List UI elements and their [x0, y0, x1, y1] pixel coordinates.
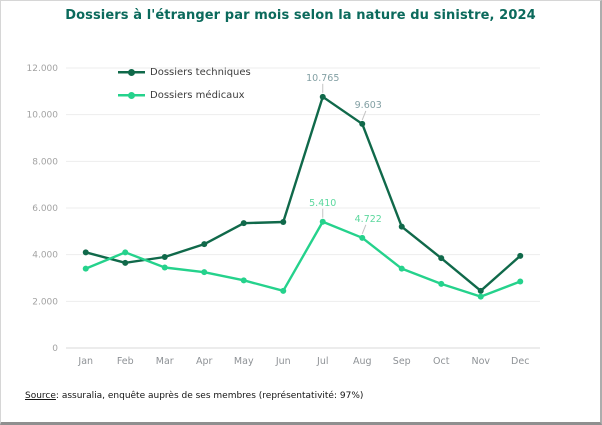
legend-label: Dossiers médicaux	[150, 90, 245, 101]
data-point[interactable]	[201, 269, 208, 276]
data-point[interactable]	[319, 93, 326, 100]
source-note: Source: assuralia, enquête auprès de ses…	[25, 391, 363, 401]
data-point[interactable]	[477, 293, 484, 300]
x-axis-tick-label: May	[234, 356, 254, 367]
x-axis-tick-label: Jul	[316, 356, 328, 367]
x-axis-tick-label: Aug	[353, 356, 372, 367]
x-axis-tick-label: Dec	[511, 356, 529, 367]
legend-item[interactable]: Dossiers médicaux	[118, 90, 251, 101]
x-axis-tick-label: Mar	[156, 356, 174, 367]
data-point[interactable]	[161, 254, 168, 260]
legend-marker	[118, 69, 145, 76]
y-axis-tick-label: 6.000	[32, 204, 58, 214]
y-axis-tick-label: 4.000	[32, 251, 58, 261]
data-point[interactable]	[122, 249, 129, 256]
x-axis-tick-label: Sep	[393, 356, 411, 367]
label-leader-line	[361, 110, 367, 121]
data-point[interactable]	[359, 234, 366, 241]
data-point[interactable]	[82, 265, 89, 272]
legend: Dossiers techniques Dossiers médicaux	[118, 67, 251, 101]
y-axis-tick-label: 0	[52, 344, 58, 354]
label-leader-line	[361, 224, 367, 235]
data-point[interactable]	[398, 265, 405, 272]
legend-marker	[118, 92, 145, 99]
y-axis-tick-label: 10.000	[27, 111, 59, 121]
y-axis-tick-label: 2.000	[32, 297, 58, 307]
data-point-label: 10.765	[306, 73, 339, 84]
series-line	[85, 220, 521, 298]
data-point[interactable]	[438, 280, 445, 287]
data-point[interactable]	[82, 249, 89, 256]
data-point[interactable]	[201, 241, 208, 248]
data-point[interactable]	[240, 220, 247, 227]
series-line	[85, 95, 522, 293]
source-label: Source	[25, 391, 56, 401]
data-point[interactable]	[517, 278, 524, 285]
data-point[interactable]	[319, 218, 326, 225]
chart-title: Dossiers à l'étranger par mois selon la …	[65, 8, 536, 23]
data-point[interactable]	[161, 264, 168, 271]
data-point-label: 5.410	[309, 198, 336, 209]
x-axis-tick-label: Nov	[471, 356, 490, 367]
data-point[interactable]	[240, 277, 247, 284]
x-axis-tick-label: Jan	[77, 356, 93, 367]
data-point[interactable]	[280, 219, 287, 225]
data-point[interactable]	[398, 223, 405, 230]
data-point[interactable]	[477, 287, 484, 294]
data-point[interactable]	[359, 120, 366, 127]
x-axis-tick-label: Oct	[433, 356, 450, 367]
source-text: : assuralia, enquête auprès de ses membr…	[55, 391, 364, 401]
legend-label: Dossiers techniques	[150, 67, 251, 78]
data-point-label: 4.722	[355, 214, 382, 225]
legend-item[interactable]: Dossiers techniques	[118, 67, 251, 78]
y-axis-tick-label: 8.000	[32, 157, 58, 167]
x-axis-tick-label: Feb	[117, 356, 134, 367]
data-point[interactable]	[438, 255, 445, 262]
data-point[interactable]	[517, 252, 524, 259]
y-axis-tick-label: 12.000	[27, 64, 59, 74]
data-point[interactable]	[122, 259, 129, 266]
data-point-label: 9.603	[355, 100, 382, 111]
line-chart: 0 2.000 4.000 6.000 8.000 10.000 12.000 Jan Feb M…	[27, 64, 540, 367]
data-point[interactable]	[280, 287, 287, 294]
x-axis-tick-label: Jun	[275, 356, 291, 367]
x-axis-tick-label: Apr	[196, 356, 213, 367]
